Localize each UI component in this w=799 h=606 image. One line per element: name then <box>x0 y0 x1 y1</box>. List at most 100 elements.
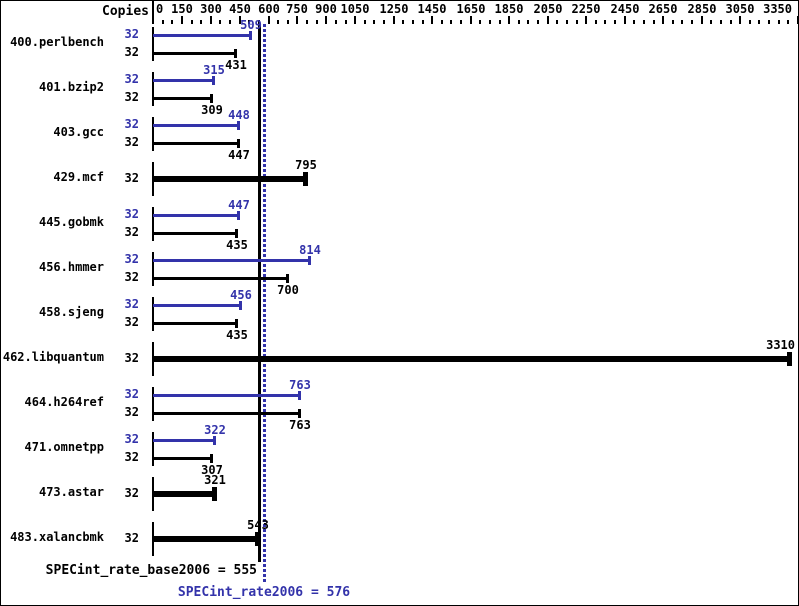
base-bar <box>153 457 212 460</box>
bar-start-serif <box>152 387 154 421</box>
base-bar <box>153 142 239 145</box>
peak-bar-end-cap <box>239 301 242 310</box>
bar-start-serif <box>152 27 154 61</box>
base-bar-end-cap <box>237 139 240 148</box>
result-bar-end-cap <box>787 352 792 366</box>
axis-minor-tick <box>460 20 462 24</box>
peak-bar-end-cap <box>212 76 215 85</box>
peak-value-label: 456 <box>230 288 252 302</box>
bar-start-serif <box>152 207 154 241</box>
axis-minor-tick <box>219 20 221 24</box>
base-copies-label: 32 <box>124 405 139 419</box>
result-bar <box>153 356 790 362</box>
axis-tick-label: 1250 <box>379 2 409 16</box>
base-value-label: 700 <box>277 283 299 297</box>
peak-bar <box>153 439 215 442</box>
axis-minor-tick <box>489 20 491 24</box>
peak-bar-end-cap <box>213 436 216 445</box>
axis-minor-tick <box>556 20 558 24</box>
base-value-label: 435 <box>226 238 248 252</box>
bar-start-serif <box>152 297 154 331</box>
axis-minor-tick <box>345 20 347 24</box>
axis-major-tick <box>701 16 703 24</box>
axis-minor-tick <box>787 20 789 24</box>
axis-tick-label: 2650 <box>648 2 678 16</box>
base-value-label: 309 <box>201 103 223 117</box>
benchmark-label: 458.sjeng <box>38 305 104 319</box>
axis-major-tick <box>210 16 212 24</box>
axis-major-tick <box>662 16 664 24</box>
base-bar <box>153 322 237 325</box>
peak-bar <box>153 259 310 262</box>
axis-minor-tick <box>614 20 616 24</box>
axis-major-tick <box>239 16 241 24</box>
bar-start-serif <box>152 432 154 466</box>
axis-tick-label: 1050 <box>340 2 370 16</box>
axis-minor-tick <box>450 20 452 24</box>
base-bar <box>153 97 212 100</box>
axis-minor-tick <box>258 20 260 24</box>
peak-copies-label: 32 <box>124 387 139 401</box>
axis-major-tick <box>547 16 549 24</box>
axis-tick-label: 1650 <box>456 2 486 16</box>
benchmark-label: 400.perlbench <box>10 35 104 49</box>
axis-major-tick <box>325 16 327 24</box>
peak-bar <box>153 79 214 82</box>
axis-minor-tick <box>768 20 770 24</box>
axis-minor-tick <box>604 20 606 24</box>
benchmark-label: 473.astar <box>38 485 104 499</box>
base-copies-label: 32 <box>124 135 139 149</box>
base-value-label: 307 <box>201 463 223 477</box>
base-copies-label: 32 <box>124 225 139 239</box>
peak-bar <box>153 394 300 397</box>
benchmark-label: 429.mcf <box>53 170 104 184</box>
axis-minor-tick <box>316 20 318 24</box>
base-value-label: 447 <box>228 148 250 162</box>
axis-major-tick <box>624 16 626 24</box>
axis-minor-tick <box>306 20 308 24</box>
axis-minor-tick <box>277 20 279 24</box>
axis-tick-label: 3050 <box>725 2 755 16</box>
axis-minor-tick <box>643 20 645 24</box>
axis-minor-tick <box>287 20 289 24</box>
axis-tick-label: 2450 <box>610 2 640 16</box>
axis-minor-tick <box>778 20 780 24</box>
bar-start-serif <box>152 252 154 286</box>
peak-bar-end-cap <box>237 121 240 130</box>
axis-minor-tick <box>672 20 674 24</box>
base-bar-end-cap <box>235 229 238 238</box>
axis-minor-tick <box>595 20 597 24</box>
result-bar <box>153 176 306 182</box>
base-median-line <box>258 24 261 562</box>
axis-major-tick <box>508 16 510 24</box>
axis-major-tick <box>393 16 395 24</box>
spec-rate-peak-summary: SPECint_rate2006 = 576 <box>177 585 351 600</box>
base-value-label: 763 <box>289 418 311 432</box>
peak-bar <box>153 214 239 217</box>
axis-minor-tick <box>710 20 712 24</box>
peak-copies-label: 32 <box>124 432 139 446</box>
benchmark-label: 464.h264ref <box>24 395 104 409</box>
axis-minor-tick <box>537 20 539 24</box>
peak-value-label: 509 <box>240 18 262 32</box>
peak-value-label: 447 <box>228 198 250 212</box>
base-bar <box>153 52 236 55</box>
axis-major-tick <box>268 16 270 24</box>
axis-tick-label: 300 <box>200 2 222 16</box>
axis-minor-tick <box>412 20 414 24</box>
axis-minor-tick <box>171 20 173 24</box>
base-copies-label: 32 <box>124 450 139 464</box>
axis-minor-tick <box>527 20 529 24</box>
base-copies-label: 32 <box>124 270 139 284</box>
axis-minor-tick <box>441 20 443 24</box>
axis-tick-label: 450 <box>229 2 251 16</box>
peak-copies-label: 32 <box>124 207 139 221</box>
axis-minor-tick <box>229 20 231 24</box>
axis-major-tick <box>354 16 356 24</box>
axis-major-tick <box>296 16 298 24</box>
result-bar-end-cap <box>255 532 260 546</box>
axis-minor-tick <box>422 20 424 24</box>
base-bar-end-cap <box>234 49 237 58</box>
result-bar <box>153 491 215 497</box>
